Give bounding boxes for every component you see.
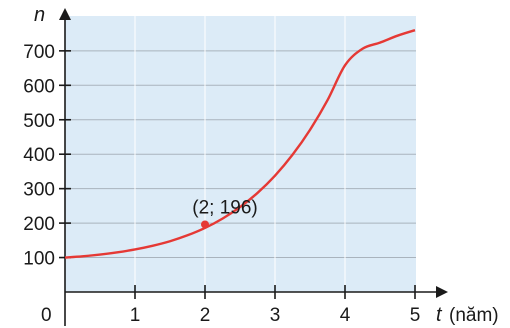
x-axis-title: t: [436, 304, 443, 326]
horizontal-grid: [65, 16, 416, 292]
y-tick-label: 100: [23, 249, 55, 270]
series-line: [65, 29, 416, 259]
x-tick-label: 2: [200, 305, 211, 326]
x-tick-label: 1: [130, 305, 141, 326]
y-axis-ticks: 100 200 300 400 500 600 700: [23, 42, 71, 270]
origin-label: 0: [41, 305, 52, 326]
y-tick-label: 600: [23, 76, 55, 97]
x-tick-label: 3: [270, 305, 281, 326]
y-tick-label: 500: [23, 111, 55, 132]
y-axis-title: n: [34, 4, 45, 26]
x-axis-ticks: 1 2 3 4 5: [130, 285, 421, 326]
y-tick-label: 300: [23, 180, 55, 201]
x-axis-arrow: [436, 286, 448, 298]
highlight-point-label: (2; 196): [192, 197, 257, 218]
y-tick-label: 400: [23, 145, 55, 166]
highlight-point: [201, 220, 209, 229]
y-tick-label: 200: [23, 214, 55, 235]
x-tick-label: 5: [410, 305, 421, 326]
y-tick-label: 700: [23, 42, 55, 63]
x-tick-label: 4: [340, 305, 351, 326]
x-axis-unit: (năm): [449, 305, 499, 326]
y-axis-arrow: [59, 8, 71, 20]
